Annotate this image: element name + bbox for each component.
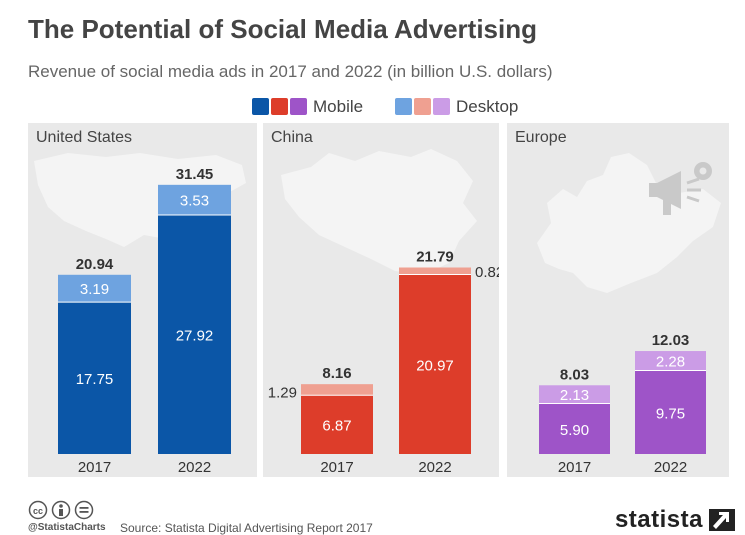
value-label-desktop-2022: 0.82 <box>475 264 499 281</box>
megaphone-icon <box>649 162 712 215</box>
legend-swatch-us-mobile <box>252 98 269 115</box>
panel-china: China 6.87 1.29 8.16 2017 20.97 0.82 21.79 2022 <box>263 123 499 477</box>
bar-desktop-2017 <box>539 385 610 404</box>
legend-swatch-europe-desktop <box>433 98 450 115</box>
value-label-mobile-2022: 20.97 <box>416 357 454 374</box>
category-label-2022: 2022 <box>418 459 451 476</box>
bar-desktop-2022 <box>399 267 471 275</box>
bar-desktop-2022 <box>635 351 706 371</box>
region-label-united-states: United States <box>36 129 133 146</box>
value-label-mobile-2017: 17.75 <box>76 371 114 388</box>
total-label-2022: 21.79 <box>416 249 454 266</box>
legend-swatch-china-mobile <box>271 98 288 115</box>
value-label-desktop-2017: 2.13 <box>560 387 589 404</box>
bar-desktop-2017 <box>58 274 131 303</box>
europe-map-silhouette <box>537 153 721 293</box>
no-derivatives-icon <box>74 500 94 520</box>
bar-desktop-2017 <box>301 384 373 396</box>
chart-china: 6.87 1.29 8.16 2017 20.97 0.82 21.79 2022 <box>268 249 499 476</box>
value-label-mobile-2017: 5.90 <box>560 422 589 439</box>
category-label-2017: 2017 <box>78 459 111 476</box>
page-title: The Potential of Social Media Advertisin… <box>28 14 538 44</box>
value-label-mobile-2017: 6.87 <box>322 418 351 435</box>
chart-europe: 5.90 2.13 8.03 2017 9.75 2.28 12.03 2022 <box>539 332 706 476</box>
bar-desktop-2022 <box>158 184 231 216</box>
value-label-mobile-2022: 27.92 <box>176 328 214 345</box>
svg-text:cc: cc <box>33 506 43 516</box>
bar-mobile-2017 <box>58 302 131 454</box>
brand-logo-text: statista <box>614 506 703 533</box>
panel-united-states: United States 17.75 3.19 20.94 2017 27.92 3.5… <box>28 123 257 477</box>
license-icons: cc <box>28 500 94 520</box>
total-label-2022: 31.45 <box>176 166 214 183</box>
category-label-2017: 2017 <box>320 459 353 476</box>
attribution-icon <box>51 500 71 520</box>
bar-mobile-2017 <box>301 395 373 454</box>
value-label-desktop-2022: 3.53 <box>180 192 209 209</box>
page-subtitle: Revenue of social media ads in 2017 and … <box>28 62 553 81</box>
legend-swatch-china-desktop <box>414 98 431 115</box>
legend-swatch-us-desktop <box>395 98 412 115</box>
category-label-2017: 2017 <box>558 459 591 476</box>
value-label-mobile-2022: 9.75 <box>656 405 685 422</box>
category-label-2022: 2022 <box>178 459 211 476</box>
statista-logo-icon <box>709 509 735 531</box>
region-label-china: China <box>271 129 313 146</box>
bar-mobile-2022 <box>635 370 706 454</box>
total-label-2017: 20.94 <box>76 256 114 273</box>
value-label-desktop-2017: 3.19 <box>80 281 109 298</box>
bar-mobile-2022 <box>399 274 471 454</box>
total-label-2017: 8.03 <box>560 366 589 383</box>
region-label-europe: Europe <box>515 129 567 146</box>
cc-icon: cc <box>28 500 48 520</box>
bar-mobile-2017 <box>539 403 610 454</box>
bar-mobile-2022 <box>158 215 231 454</box>
footer-handle: @StatistaCharts <box>28 522 106 533</box>
panel-europe: Europe 5.90 2.13 8.03 2017 9.75 2.28 12.03 2022 <box>507 123 729 477</box>
footer-source: Source: Statista Digital Advertising Rep… <box>120 521 373 535</box>
chart-united-states: 17.75 3.19 20.94 2017 27.92 3.53 31.45 2022 <box>58 166 231 476</box>
legend-label-mobile: Mobile <box>313 97 364 116</box>
legend: Mobile Desktop <box>0 96 745 118</box>
total-label-2017: 8.16 <box>322 365 351 382</box>
china-map-silhouette <box>281 149 477 275</box>
total-label-2022: 12.03 <box>652 332 690 349</box>
legend-swatch-europe-mobile <box>290 98 307 115</box>
value-label-desktop-2022: 2.28 <box>656 353 685 370</box>
legend-label-desktop: Desktop <box>456 97 519 116</box>
category-label-2022: 2022 <box>654 459 687 476</box>
value-label-desktop-2017: 1.29 <box>268 385 297 402</box>
